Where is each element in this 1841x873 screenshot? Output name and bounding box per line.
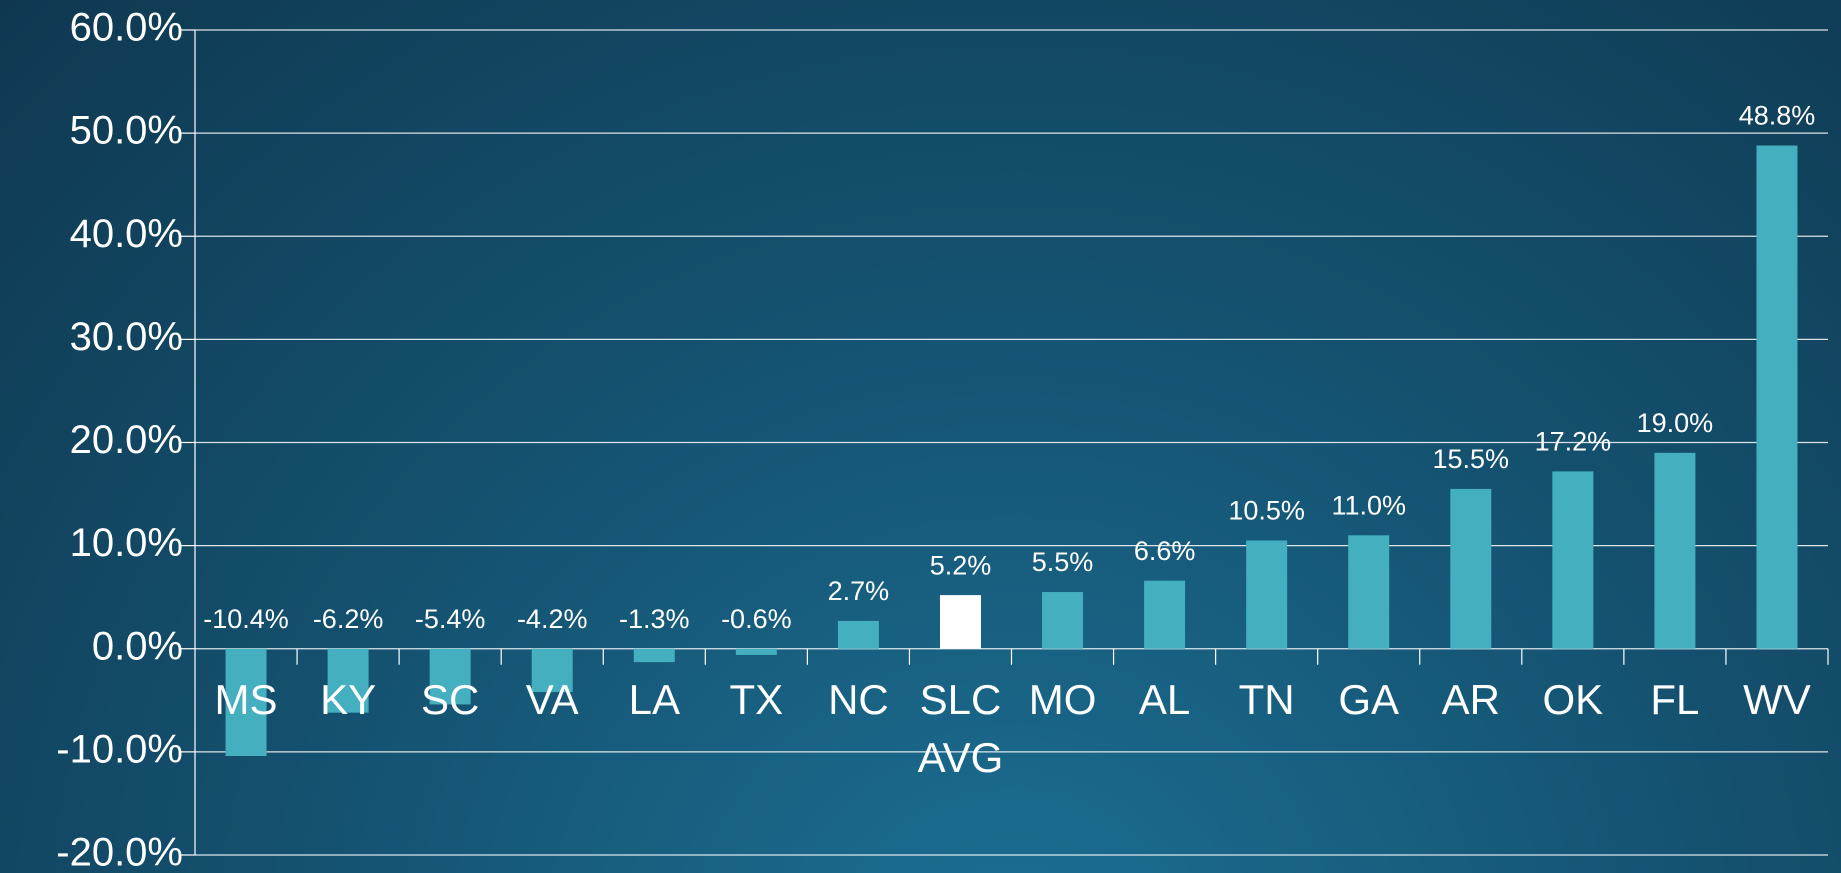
x-tick-label: VA: [525, 675, 579, 723]
bar: [1654, 452, 1696, 649]
bar: [939, 595, 981, 649]
x-tick-label: WV: [1743, 675, 1811, 723]
x-tick-label: OK: [1542, 675, 1604, 723]
bar: [225, 648, 267, 756]
x-tick-label: KY: [320, 675, 377, 723]
data-label: 10.5%: [1228, 496, 1305, 526]
bar: [633, 648, 675, 663]
data-label: -10.4%: [203, 604, 289, 634]
data-label: 48.8%: [1739, 101, 1816, 131]
x-tick-label: GA: [1338, 675, 1400, 723]
y-tick-label: 60.0%: [70, 6, 183, 50]
x-tick-label: NC: [828, 675, 889, 723]
y-tick-label: 0.0%: [92, 624, 183, 668]
bar: [1246, 540, 1288, 649]
x-tick-label: AL: [1138, 675, 1191, 723]
y-tick-label: -20.0%: [56, 831, 183, 873]
bar: [429, 648, 471, 705]
y-tick-label: -10.0%: [56, 727, 183, 771]
data-label: 11.0%: [1331, 490, 1406, 520]
bar: [1756, 145, 1798, 649]
data-label: 5.2%: [930, 550, 992, 580]
y-tick-label: 30.0%: [70, 315, 183, 359]
data-label: 15.5%: [1433, 444, 1510, 474]
data-label: 17.2%: [1535, 427, 1612, 457]
y-tick-label: 40.0%: [70, 212, 183, 256]
x-tick-label: TX: [729, 675, 784, 723]
bar: [327, 648, 369, 713]
y-tick-label: 10.0%: [70, 521, 183, 565]
data-label: 19.0%: [1637, 408, 1714, 438]
y-tick-label: 20.0%: [70, 418, 183, 462]
data-label: -1.3%: [619, 604, 690, 634]
x-tick-label: LA: [628, 675, 680, 723]
x-tick-label: SLC AVG: [917, 675, 1004, 781]
bar: [1450, 488, 1492, 649]
x-tick-label: FL: [1650, 675, 1700, 723]
bar: [1144, 580, 1186, 649]
x-tick-label: AR: [1441, 675, 1500, 723]
x-tick-label: MO: [1028, 675, 1097, 723]
bar: [837, 620, 879, 649]
data-label: -4.2%: [517, 604, 588, 634]
bar: [1552, 471, 1594, 649]
x-tick-label: SC: [420, 675, 480, 723]
x-tick-label: MS: [214, 675, 278, 723]
data-label: 2.7%: [828, 576, 890, 606]
bar: [531, 648, 573, 693]
data-label: -0.6%: [721, 604, 792, 634]
bar: [735, 648, 777, 655]
bar: [1042, 592, 1084, 649]
y-tick-label: 50.0%: [70, 109, 183, 153]
x-tick-label: TN: [1238, 675, 1295, 723]
bar: [1348, 535, 1390, 649]
data-label: -5.4%: [415, 604, 486, 634]
data-label: 5.5%: [1032, 547, 1094, 577]
data-label: -6.2%: [313, 604, 384, 634]
data-label: 6.6%: [1134, 536, 1196, 566]
